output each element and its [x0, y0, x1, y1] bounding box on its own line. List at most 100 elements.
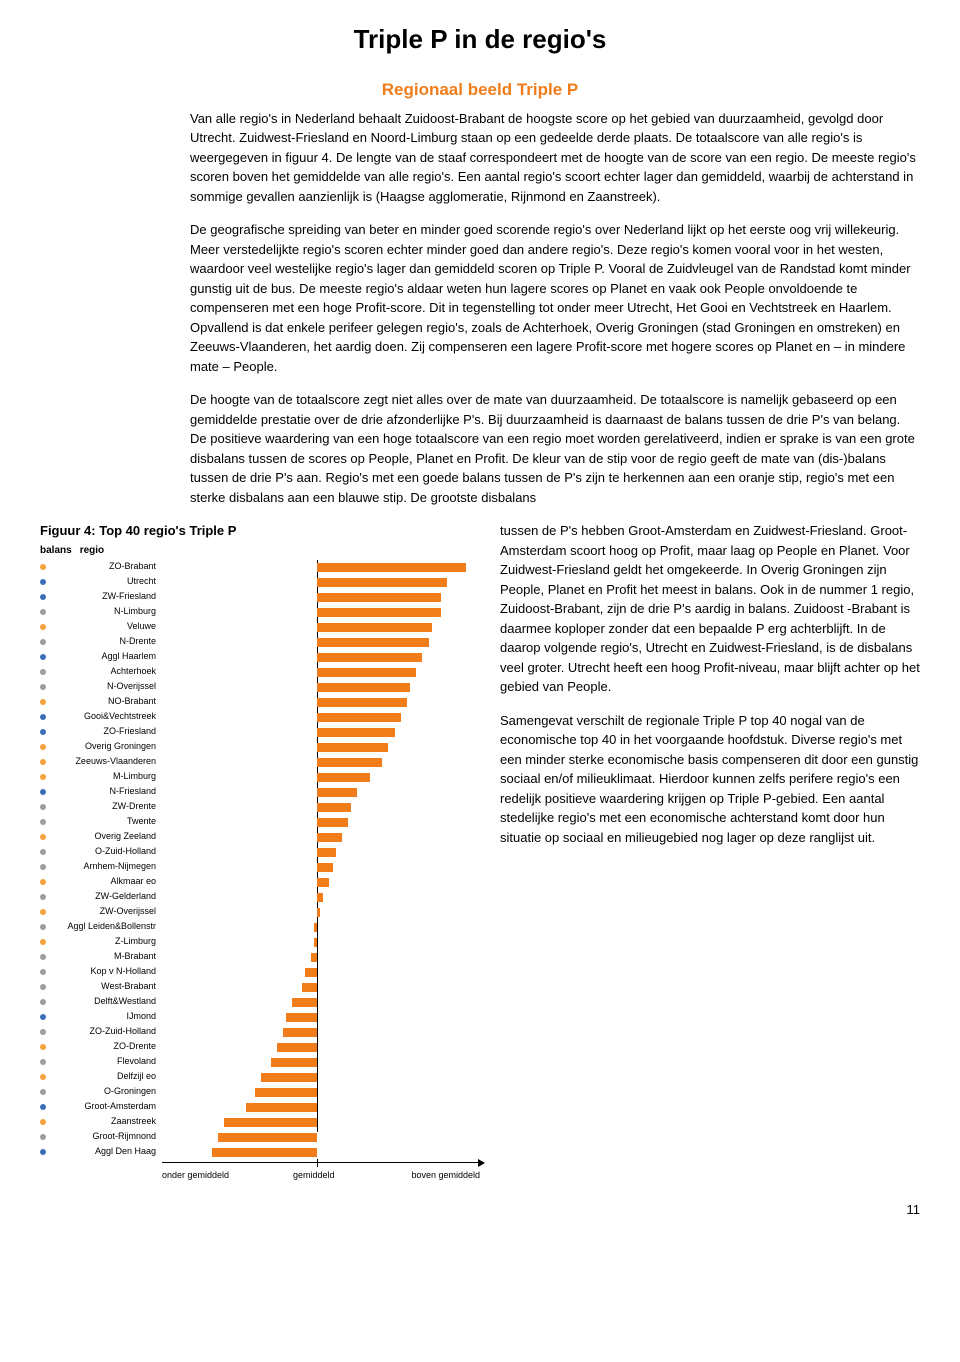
balance-dot	[40, 834, 46, 840]
bar	[302, 983, 318, 992]
figure-4: Figuur 4: Top 40 regio's Triple P balans…	[40, 521, 480, 1190]
chart-row: Veluwe	[40, 620, 480, 635]
bar	[261, 1073, 317, 1082]
chart-row: Kop v N-Holland	[40, 965, 480, 980]
bar-area	[162, 683, 480, 692]
bar-area	[162, 713, 480, 722]
bar	[317, 683, 410, 692]
balance-dot	[40, 654, 46, 660]
bar	[317, 758, 382, 767]
bar	[317, 608, 441, 617]
chart-row: N-Limburg	[40, 605, 480, 620]
balance-dot	[40, 1074, 46, 1080]
balance-dot	[40, 594, 46, 600]
balance-dot	[40, 1089, 46, 1095]
bar-area	[162, 878, 480, 887]
chart-row: Z-Limburg	[40, 935, 480, 950]
chart-row: Twente	[40, 815, 480, 830]
chart-row: Groot-Amsterdam	[40, 1100, 480, 1115]
chart-row: M-Limburg	[40, 770, 480, 785]
bar	[314, 938, 317, 947]
region-label: O-Groningen	[52, 1085, 162, 1099]
chart-row: Aggl Den Haag	[40, 1145, 480, 1160]
header-balans: balans	[40, 543, 72, 558]
bar	[317, 863, 333, 872]
bar-area	[162, 758, 480, 767]
bar	[292, 998, 317, 1007]
region-label: NO-Brabant	[52, 695, 162, 709]
bar-area	[162, 968, 480, 977]
chart-row: Overig Zeeland	[40, 830, 480, 845]
chart-row: Gooi&Vechtstreek	[40, 710, 480, 725]
balance-dot	[40, 1119, 46, 1125]
balance-dot	[40, 924, 46, 930]
page-title: Triple P in de regio's	[40, 20, 920, 59]
bar	[314, 923, 317, 932]
figure-title: Figuur 4: Top 40 regio's Triple P	[40, 521, 480, 541]
region-label: ZO-Drente	[52, 1040, 162, 1054]
bar	[246, 1103, 317, 1112]
paragraph-5: Samengevat verschilt de regionale Triple…	[500, 711, 920, 848]
balance-dot	[40, 969, 46, 975]
balance-dot	[40, 999, 46, 1005]
page-subtitle: Regionaal beeld Triple P	[40, 77, 920, 103]
bar-area	[162, 1058, 480, 1067]
bar	[317, 563, 466, 572]
region-label: Arnhem-Nijmegen	[52, 860, 162, 874]
bar	[317, 848, 336, 857]
region-label: Delft&Westland	[52, 995, 162, 1009]
balance-dot	[40, 879, 46, 885]
chart-row: Utrecht	[40, 575, 480, 590]
balance-dot	[40, 819, 46, 825]
balance-dot	[40, 1134, 46, 1140]
region-label: Zaanstreek	[52, 1115, 162, 1129]
balance-dot	[40, 744, 46, 750]
chart-body: ZO-BrabantUtrechtZW-FrieslandN-LimburgVe…	[40, 560, 480, 1160]
chart-row: ZO-Drente	[40, 1040, 480, 1055]
balance-dot	[40, 714, 46, 720]
bar-area	[162, 893, 480, 902]
bar	[317, 578, 447, 587]
chart-row: ZO-Zuid-Holland	[40, 1025, 480, 1040]
chart-row: M-Brabant	[40, 950, 480, 965]
bar-area	[162, 818, 480, 827]
region-label: Z-Limburg	[52, 935, 162, 949]
chart-row: ZW-Gelderland	[40, 890, 480, 905]
region-label: O-Zuid-Holland	[52, 845, 162, 859]
bar-area	[162, 1133, 480, 1142]
figure-header: balans regio	[40, 543, 480, 558]
chart-row: N-Drente	[40, 635, 480, 650]
region-label: West-Brabant	[52, 980, 162, 994]
balance-dot	[40, 684, 46, 690]
bar	[271, 1058, 318, 1067]
region-label: M-Brabant	[52, 950, 162, 964]
bar	[224, 1118, 317, 1127]
balance-dot	[40, 954, 46, 960]
region-label: N-Friesland	[52, 785, 162, 799]
bar-area	[162, 998, 480, 1007]
axis-label-left: onder gemiddeld	[162, 1169, 229, 1183]
bar-area	[162, 638, 480, 647]
bar-area	[162, 923, 480, 932]
chart-row: ZO-Friesland	[40, 725, 480, 740]
region-label: Flevoland	[52, 1055, 162, 1069]
bar	[283, 1028, 317, 1037]
axis-label-right: boven gemiddeld	[411, 1169, 480, 1183]
bar-area	[162, 593, 480, 602]
region-label: Alkmaar eo	[52, 875, 162, 889]
balance-dot	[40, 1044, 46, 1050]
region-label: Utrecht	[52, 575, 162, 589]
bar	[277, 1043, 317, 1052]
bar-area	[162, 788, 480, 797]
balance-dot	[40, 849, 46, 855]
bar	[317, 818, 348, 827]
chart-row: Alkmaar eo	[40, 875, 480, 890]
bar-area	[162, 608, 480, 617]
chart-row: O-Zuid-Holland	[40, 845, 480, 860]
region-label: Groot-Rijmnond	[52, 1130, 162, 1144]
balance-dot	[40, 909, 46, 915]
bar	[311, 953, 317, 962]
region-label: Overig Zeeland	[52, 830, 162, 844]
bar	[317, 713, 401, 722]
balance-dot	[40, 774, 46, 780]
